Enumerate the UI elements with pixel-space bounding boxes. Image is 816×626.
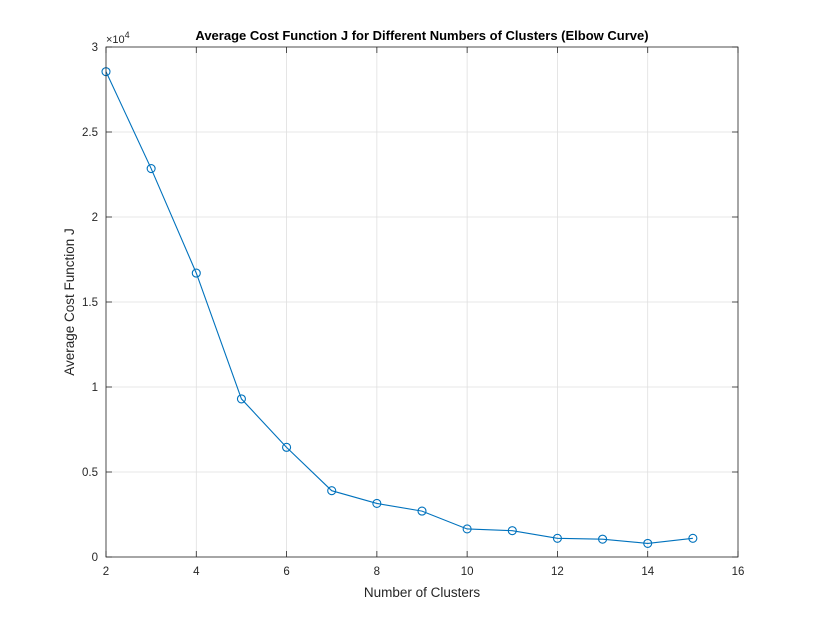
data-point — [552, 533, 562, 543]
y-tick-label: 2 — [92, 212, 98, 224]
data-point — [236, 394, 246, 404]
x-tick-label: 6 — [283, 566, 289, 578]
data-point — [372, 498, 382, 509]
y-tick-label: 0 — [92, 552, 98, 564]
data-point — [462, 524, 472, 534]
x-tick-label: 12 — [551, 566, 564, 578]
y-exponent-base: ×10 — [106, 34, 125, 46]
data-point — [643, 538, 653, 548]
y-tick-label: 3 — [92, 42, 98, 54]
x-tick-label: 10 — [461, 566, 474, 578]
data-point — [146, 164, 156, 174]
x-tick-labels: 2 4 6 8 10 12 14 16 — [103, 566, 745, 578]
data-point — [507, 526, 517, 536]
y-tick-labels: 0 0.5 1 1.5 2 2.5 3 — [82, 42, 98, 564]
ticks — [105, 46, 739, 558]
y-tick-label: 1 — [92, 382, 98, 394]
data-point — [598, 534, 608, 544]
y-exponent-power: 4 — [125, 30, 130, 40]
data-point — [417, 506, 427, 516]
y-axis-label: Average Cost Function J — [62, 228, 77, 376]
chart-title: Average Cost Function J for Different Nu… — [195, 28, 648, 43]
series-line — [105, 71, 693, 544]
y-tick-label: 2.5 — [82, 127, 98, 139]
x-tick-label: 4 — [193, 566, 200, 578]
y-exponent-label: ×104 — [106, 30, 130, 46]
series-polyline — [105, 71, 693, 544]
x-tick-label: 2 — [103, 566, 109, 578]
data-point — [688, 533, 698, 543]
x-tick-label: 14 — [641, 566, 654, 578]
data-point — [327, 486, 337, 496]
data-point — [282, 442, 292, 452]
y-tick-label: 1.5 — [82, 297, 98, 309]
data-point — [191, 268, 201, 278]
y-tick-label: 0.5 — [82, 467, 98, 479]
x-tick-label: 16 — [732, 566, 745, 578]
x-tick-label: 8 — [374, 566, 380, 578]
x-axis-label: Number of Clusters — [364, 585, 481, 600]
